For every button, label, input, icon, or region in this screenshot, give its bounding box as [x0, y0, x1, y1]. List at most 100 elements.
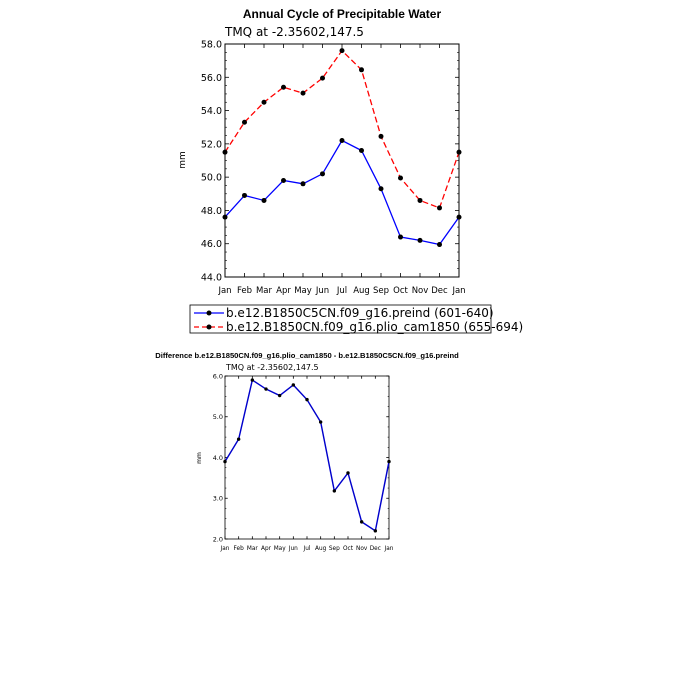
chart1-series-1-point [281, 84, 286, 90]
chart1-plot-frame [224, 43, 460, 278]
chart1-series-1-point [242, 119, 247, 125]
chart1-x-tick-label: Jan [451, 286, 465, 296]
chart1-title: Annual Cycle of Precipitable Water [243, 7, 442, 21]
chart2-series-0-point [250, 378, 255, 382]
precipitable-water-chart: Annual Cycle of Precipitable Water TMQ a… [178, 7, 466, 296]
chart2-x-tick-label: Jan [384, 546, 394, 552]
chart1-series-1-point [456, 149, 462, 155]
chart1-series-0-point [417, 237, 423, 243]
chart1-series-0-point [222, 214, 228, 220]
chart2-series-0-point [373, 529, 378, 533]
chart1-y-tick-label: 56.0 [201, 73, 222, 84]
chart2-x-tick-label: Jan [220, 546, 230, 552]
chart2-x-tick-label: Mar [247, 546, 259, 552]
chart1-y-tick-label: 58.0 [201, 40, 222, 51]
chart2-series-0-point [277, 393, 282, 398]
chart2-ticks: 2.0 3.0 4.0 5.0 6.0 Jan Feb Mar Apr May Jun Jul Aug S… [213, 372, 394, 552]
chart2-y-tick-label: 6.0 [213, 372, 223, 380]
chart1-series-1-point [378, 133, 384, 139]
chart2-y-axis-label: mm [196, 452, 203, 464]
chart2-series-0-point [346, 471, 350, 475]
chart2-series-0-point [236, 437, 241, 441]
chart1-series-line-0 [224, 139, 460, 246]
chart1-x-tick-label: Jul [336, 286, 347, 296]
chart2-y-tick-label: 4.0 [213, 454, 223, 462]
legend-label-preind: b.e12.B1850C5CN.f09_g16.preind (601-640) [226, 306, 494, 320]
chart2-x-tick-label: Jun [288, 546, 298, 552]
chart2-x-tick-label: Aug [315, 546, 327, 552]
chart1-y-tick-label: 46.0 [201, 239, 222, 250]
chart1-ticks: 44.0 46.0 48.0 50.0 52.0 54.0 56.0 58.0 Jan Feb Ma… [201, 40, 466, 297]
chart2-series-0-point [291, 383, 296, 387]
chart1-x-tick-label: Jan [217, 286, 231, 296]
chart1-x-tick-label: Oct [393, 286, 408, 296]
chart1-series-0-point [437, 242, 442, 248]
chart1-series-0-point [339, 138, 345, 144]
chart1-y-tick-label: 54.0 [201, 106, 222, 117]
chart2-series-0-point [318, 420, 323, 424]
chart1-series-1-point [359, 67, 364, 73]
chart1-series-line-1 [224, 49, 460, 209]
chart1-x-tick-label: Nov [412, 286, 429, 296]
chart2-series-0-point [264, 387, 268, 391]
chart1-x-tick-label: Apr [276, 286, 291, 296]
chart1-series-0-point [261, 197, 267, 203]
chart1-series-1-point [417, 197, 423, 203]
chart1-series-1-point [437, 205, 442, 211]
chart1-x-tick-label: Jun [315, 286, 329, 296]
chart1-series-0-point [281, 177, 286, 183]
chart1-series-1-point [339, 48, 345, 54]
chart1-subtitle: TMQ at -2.35602,147.5 [224, 25, 364, 39]
chart2-x-tick-label: Jul [303, 546, 311, 552]
chart1-y-tick-label: 52.0 [201, 139, 222, 150]
chart2-x-tick-label: Dec [370, 546, 381, 552]
chart2-subtitle: TMQ at -2.35602,147.5 [225, 363, 319, 372]
chart1-x-tick-label: Mar [256, 286, 273, 296]
chart1-series-0-point [242, 192, 247, 198]
chart1-legend: b.e12.B1850C5CN.f09_g16.preind (601-640)… [189, 304, 523, 334]
chart2-x-tick-label: Apr [261, 546, 272, 552]
chart1-y-tick-label: 44.0 [201, 273, 222, 284]
chart1-series-0-point [456, 214, 462, 220]
chart1-series-1-point [320, 75, 325, 81]
chart1-x-tick-label: Sep [373, 286, 389, 296]
chart2-series-0-point [387, 459, 391, 464]
legend-frame [189, 304, 492, 334]
chart2-x-tick-label: May [274, 546, 287, 552]
chart1-y-axis-label: mm [178, 151, 188, 169]
chart2-series-0-point [359, 520, 364, 524]
chart1-x-tick-label: Feb [237, 286, 252, 296]
chart1-x-tick-label: Aug [353, 286, 370, 296]
chart1-series [222, 48, 462, 248]
chart2-x-tick-label: Feb [234, 546, 245, 552]
chart1-series-1-point [222, 149, 228, 155]
chart2-x-tick-label: Sep [329, 546, 340, 552]
legend-marker-plio [206, 324, 212, 330]
legend-marker-preind [206, 310, 212, 316]
chart1-series-1-point [300, 90, 306, 96]
difference-chart: Difference b.e12.B1850CN.f09_g16.plio_ca… [155, 351, 459, 552]
chart1-series-0-point [359, 148, 364, 154]
chart2-x-tick-label: Oct [343, 546, 354, 552]
chart2-series-0-point [332, 489, 337, 493]
chart2-x-tick-label: Nov [356, 546, 368, 552]
chart1-x-tick-label: Dec [431, 286, 448, 296]
chart1-series-1-point [261, 99, 267, 105]
chart2-series [223, 378, 391, 533]
chart2-series-0-point [223, 459, 227, 464]
legend-label-plio: b.e12.B1850CN.f09_g16.plio_cam1850 (655-… [226, 320, 523, 334]
chart1-series-0-point [320, 171, 325, 177]
chart2-series-0-point [305, 397, 309, 402]
chart2-title: Difference b.e12.B1850CN.f09_g16.plio_ca… [155, 351, 459, 360]
chart1-series-0-point [300, 181, 306, 187]
chart2-series-line-0 [224, 378, 390, 533]
chart1-series-1-point [398, 175, 403, 181]
chart1-y-tick-label: 50.0 [201, 173, 222, 184]
chart2-y-tick-label: 5.0 [213, 413, 223, 421]
chart1-series-0-point [398, 234, 403, 240]
chart2-y-tick-label: 3.0 [213, 495, 223, 503]
chart1-x-tick-label: May [294, 286, 312, 296]
chart1-series-0-point [378, 186, 384, 192]
chart1-y-tick-label: 48.0 [201, 206, 222, 217]
